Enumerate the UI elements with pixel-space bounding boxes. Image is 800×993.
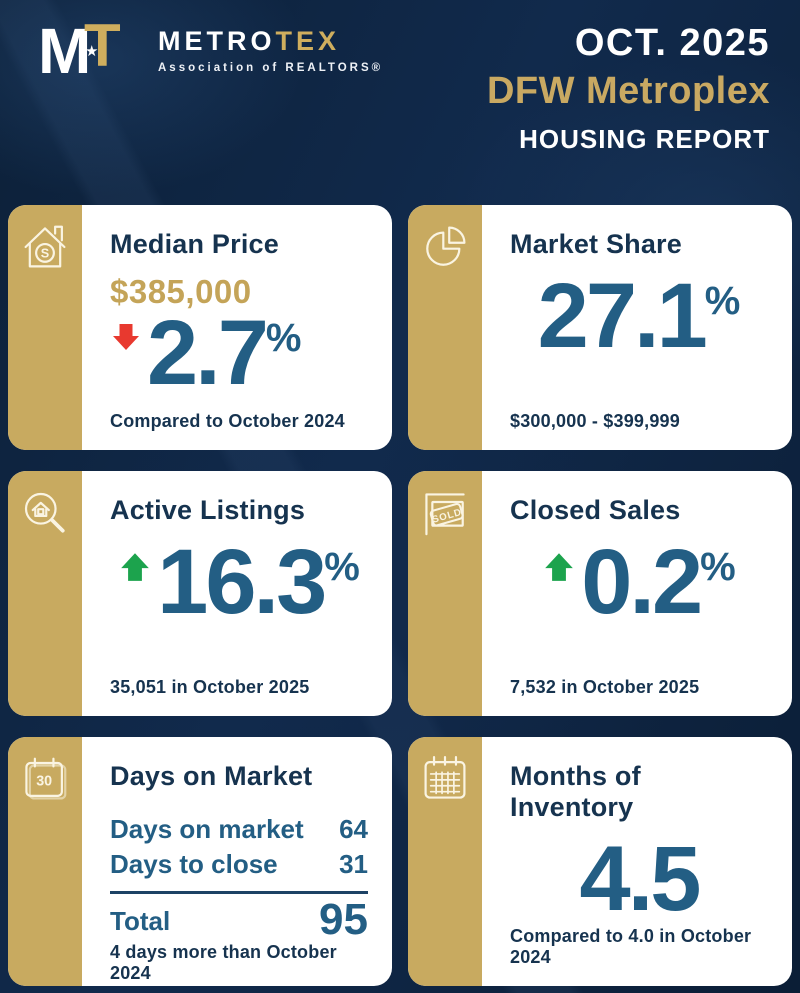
stat-value: 2.7: [147, 302, 269, 404]
stat-value: 4.5: [579, 828, 702, 930]
calendar-grid-icon: [424, 755, 466, 799]
card-footnote: $300,000 - $399,999: [510, 411, 680, 431]
house-dollar-icon: S: [24, 225, 66, 268]
card-body: Closed Sales 0.2 % 7,532 in October 2025: [482, 471, 792, 716]
card-title: Active Listings: [110, 495, 306, 525]
sold-sign-icon: SOLD: [425, 493, 465, 536]
card-market-share: Market Share 27.1 % $300,000 - $399,999: [408, 205, 792, 450]
card-days-on-market: 30 Days on Market Days on market 64 Days…: [8, 737, 392, 986]
report-type: HOUSING REPORT: [519, 124, 770, 154]
stat-value: 0.2: [581, 531, 703, 633]
card-active-listings: Active Listings 16.3 % 35,051 in October…: [8, 471, 392, 716]
card-title: Days on Market: [110, 761, 313, 791]
card-body: Days on Market Days on market 64 Days to…: [82, 737, 392, 986]
pie-chart-icon: [426, 226, 466, 266]
card-footnote: 35,051 in October 2025: [110, 677, 310, 697]
card-gold-stripe: [408, 205, 482, 450]
metrotex-logo: M T ★ METROTEX Association of REALTORS®: [38, 12, 383, 205]
card-title: Months of Inventory: [510, 761, 641, 822]
card-body: Active Listings 16.3 % 35,051 in October…: [82, 471, 392, 716]
up-arrow-icon: [545, 553, 574, 581]
card-footnote: Compared to October 2024: [110, 411, 345, 431]
card-gold-stripe: [8, 471, 82, 716]
report-region: DFW Metroplex: [486, 70, 770, 112]
brand-tagline: Association of REALTORS®: [158, 62, 384, 74]
median-price-value: $385,000: [110, 273, 252, 310]
card-title: Market Share: [510, 229, 682, 259]
stat-card-grid: S Median Price $385,000 2.7 % Compared t…: [0, 205, 800, 986]
card-gold-stripe: SOLD: [408, 471, 482, 716]
card-months-of-inventory: Months of Inventory 4.5 Compared to 4.0 …: [408, 737, 792, 986]
stat-row: 2.7 %: [110, 302, 368, 404]
down-arrow-icon: [113, 324, 139, 350]
brand-tex: TEX: [275, 26, 341, 56]
card-gold-stripe: [408, 737, 482, 986]
card-title: Median Price: [110, 229, 279, 259]
row-label: Days on market: [110, 814, 304, 844]
star-icon: ★: [85, 43, 99, 60]
card-title: Closed Sales: [510, 495, 681, 525]
search-home-icon: [24, 492, 65, 533]
card-median-price: S Median Price $385,000 2.7 % Compared t…: [8, 205, 392, 450]
up-arrow-icon: [121, 553, 149, 581]
card-gold-stripe: S: [8, 205, 82, 450]
brand-metro: METRO: [158, 26, 276, 56]
row-value: 64: [339, 814, 368, 844]
header: M T ★ METROTEX Association of REALTORS® …: [0, 0, 800, 205]
table-divider: [110, 891, 368, 895]
stat-row: 4.5: [510, 828, 768, 930]
total-label: Total: [110, 906, 171, 937]
row-label: Days to close: [110, 849, 278, 880]
table-row: Days to close 31: [110, 847, 368, 882]
stat-value: 27.1: [537, 265, 708, 367]
card-footnote: 7,532 in October 2025: [510, 677, 700, 697]
stat-row: 0.2 %: [510, 531, 768, 633]
stat-value: 16.3: [157, 531, 327, 633]
brand-name: METROTEX: [158, 26, 383, 57]
row-value: 31: [339, 849, 368, 880]
logo-letter-m: M: [38, 15, 91, 87]
card-body: Market Share 27.1 % $300,000 - $399,999: [482, 205, 792, 450]
stat-unit: %: [324, 545, 360, 589]
stat-row: 16.3 %: [110, 531, 368, 633]
card-footnote: 4 days more than October 2024: [110, 942, 337, 984]
stat-row: 27.1 %: [510, 265, 768, 367]
report-date: OCT. 2025: [574, 22, 770, 64]
card-footnote: Compared to 4.0 in October 2024: [510, 926, 752, 967]
table-total-row: Total 95: [110, 898, 368, 942]
calendar-30-icon: 30: [25, 757, 67, 800]
stat-unit: %: [700, 545, 736, 589]
stat-unit: %: [265, 316, 302, 360]
card-closed-sales: SOLD Closed Sales 0.2 % 7,532 in October…: [408, 471, 792, 716]
card-body: Months of Inventory 4.5 Compared to 4.0 …: [482, 737, 792, 986]
stat-unit: %: [704, 279, 741, 323]
svg-text:S: S: [41, 247, 49, 261]
total-value: 95: [319, 895, 368, 945]
card-body: Median Price $385,000 2.7 % Compared to …: [82, 205, 392, 450]
days-table: Days on market 64 Days to close 31 Total…: [110, 812, 368, 942]
logo-wordmark: METROTEX Association of REALTORS®: [158, 16, 383, 74]
logo-letter-t: T: [84, 12, 121, 79]
metrotex-logo-mark-icon: M T ★: [38, 12, 146, 90]
svg-text:30: 30: [36, 773, 52, 789]
card-gold-stripe: 30: [8, 737, 82, 986]
report-title-block: OCT. 2025 DFW Metroplex HOUSING REPORT: [487, 16, 770, 205]
table-row: Days on market 64: [110, 812, 368, 847]
